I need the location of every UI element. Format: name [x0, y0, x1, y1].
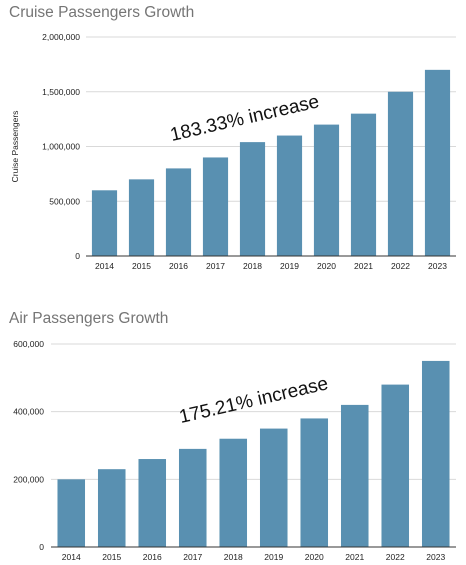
x-tick-label: 2016 — [143, 552, 162, 562]
bar — [91, 190, 118, 256]
x-tick-label: 2019 — [264, 552, 283, 562]
x-tick-label: 2018 — [243, 261, 262, 271]
chart-title: Air Passengers Growth — [9, 310, 169, 327]
bar — [387, 91, 414, 256]
y-tick-label: 500,000 — [49, 196, 80, 206]
x-tick-label: 2020 — [305, 552, 324, 562]
air-chart-svg: 0 200,000 400,000 600,000 2014 2015 2016 2017 20… — [13, 339, 456, 562]
x-tick-label: 2022 — [386, 552, 405, 562]
y-tick-label: 200,000 — [13, 474, 44, 484]
bar — [313, 124, 340, 256]
x-tick-label: 2017 — [206, 261, 225, 271]
y-tick-label: 2,000,000 — [42, 32, 80, 42]
y-tick-label: 400,000 — [13, 407, 44, 417]
bar — [97, 469, 126, 547]
chart-title: Cruise Passengers Growth — [9, 4, 195, 21]
x-tick-label: 2023 — [428, 261, 447, 271]
bar — [424, 69, 451, 256]
bar — [259, 428, 288, 547]
y-tick-label: 0 — [39, 542, 44, 552]
y-tick-label: 1,500,000 — [42, 87, 80, 97]
y-axis-title: Cruise Passengers — [10, 111, 20, 183]
x-tick-label: 2023 — [426, 552, 445, 562]
cruise-chart-panel: Cruise Passengers Growth 0 500,000 1,000,0… — [9, 4, 456, 271]
bar — [340, 404, 369, 547]
x-tick-label: 2021 — [345, 552, 364, 562]
bar — [57, 479, 86, 547]
x-tick-label: 2019 — [280, 261, 299, 271]
y-tick-label: 600,000 — [13, 339, 44, 349]
bar — [165, 168, 192, 256]
y-tick-label: 0 — [75, 251, 80, 261]
bar — [219, 438, 248, 547]
x-tick-label: 2020 — [317, 261, 336, 271]
bar — [381, 384, 410, 547]
x-tick-label: 2015 — [102, 552, 121, 562]
x-tick-label: 2015 — [132, 261, 151, 271]
bar — [202, 157, 229, 256]
cruise-chart-svg: 0 500,000 1,000,000 1,500,000 2,000,000 2014 2… — [10, 32, 456, 271]
x-tick-label: 2017 — [183, 552, 202, 562]
x-tick-label: 2014 — [62, 552, 81, 562]
bar — [421, 360, 450, 547]
bar — [138, 459, 167, 547]
x-tick-label: 2022 — [391, 261, 410, 271]
x-tick-label: 2014 — [95, 261, 114, 271]
bar — [239, 142, 266, 256]
y-tick-label: 1,000,000 — [42, 142, 80, 152]
x-tick-label: 2018 — [224, 552, 243, 562]
bar — [276, 135, 303, 256]
bar — [350, 113, 377, 257]
bar — [178, 448, 207, 547]
x-tick-label: 2021 — [354, 261, 373, 271]
bar — [128, 179, 155, 256]
bar — [300, 418, 329, 547]
air-chart-panel: Air Passengers Growth 0 200,000 400,000 600… — [0, 306, 466, 565]
x-tick-label: 2016 — [169, 261, 188, 271]
